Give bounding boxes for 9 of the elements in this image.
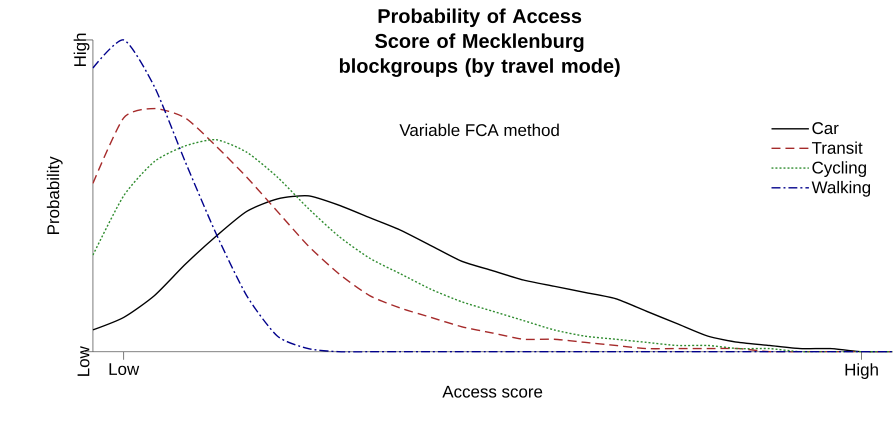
chart-title: Probability of Access Score of Mecklenburg blockgroups (by travel mode) <box>340 8 620 78</box>
legend-label: Walking <box>812 181 870 197</box>
legend-label: Car <box>812 122 839 134</box>
legend-label: Cycling <box>812 161 866 178</box>
y-axis-title: Probability <box>46 156 63 234</box>
text: High <box>74 34 90 66</box>
x-axis-title: Access score <box>442 386 542 398</box>
legend-label: Transit <box>812 142 863 154</box>
text: Variable FCA method <box>399 124 559 136</box>
